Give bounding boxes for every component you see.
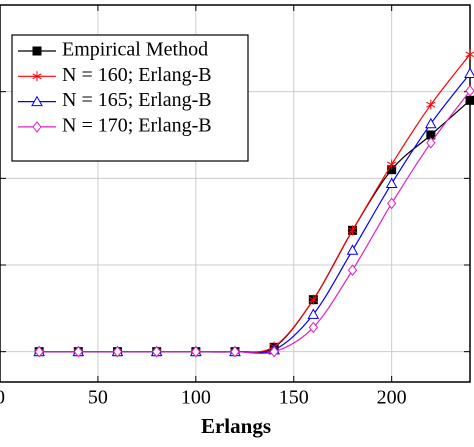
marker [347, 264, 358, 277]
x-axis-label: Erlangs [201, 414, 271, 438]
marker [32, 121, 42, 133]
marker [465, 84, 474, 97]
marker [426, 99, 436, 110]
legend-label: Empirical Method [62, 39, 208, 61]
marker [32, 46, 42, 56]
plot-frame [0, 4, 471, 383]
marker [387, 159, 397, 170]
marker [191, 345, 201, 358]
marker [308, 294, 318, 305]
marker [307, 308, 320, 319]
plot-clip-group [33, 49, 474, 358]
x-tick-label: 100 [181, 387, 211, 409]
marker [152, 345, 162, 358]
marker [387, 165, 397, 175]
marker [346, 244, 359, 255]
marker [31, 95, 43, 107]
x-tick-label: 0 [0, 387, 5, 409]
legend-label: N = 160; Erlang-B [62, 64, 212, 86]
marker [34, 345, 44, 358]
x-tick-label: 200 [377, 387, 407, 409]
marker [385, 177, 398, 189]
marker [465, 49, 474, 60]
marker [424, 117, 437, 129]
legend: Empirical Method N = 160; Erlang-B N = 165… [11, 34, 249, 162]
x-tick-label: 150 [279, 387, 309, 409]
marker [32, 71, 42, 82]
marker [230, 345, 240, 358]
legend-label: N = 165; Erlang-B [62, 89, 212, 111]
marker [426, 130, 436, 140]
marker [464, 67, 474, 78]
legend-box [11, 34, 249, 162]
marker [308, 321, 318, 334]
marker [426, 136, 436, 149]
marker [465, 95, 474, 105]
marker [112, 345, 123, 358]
x-tick-label: 50 [88, 387, 108, 409]
marker [347, 225, 358, 236]
marker [73, 345, 83, 358]
legend-label: N = 170; Erlang-B [62, 114, 212, 136]
marker [269, 345, 279, 358]
marker [387, 197, 397, 210]
